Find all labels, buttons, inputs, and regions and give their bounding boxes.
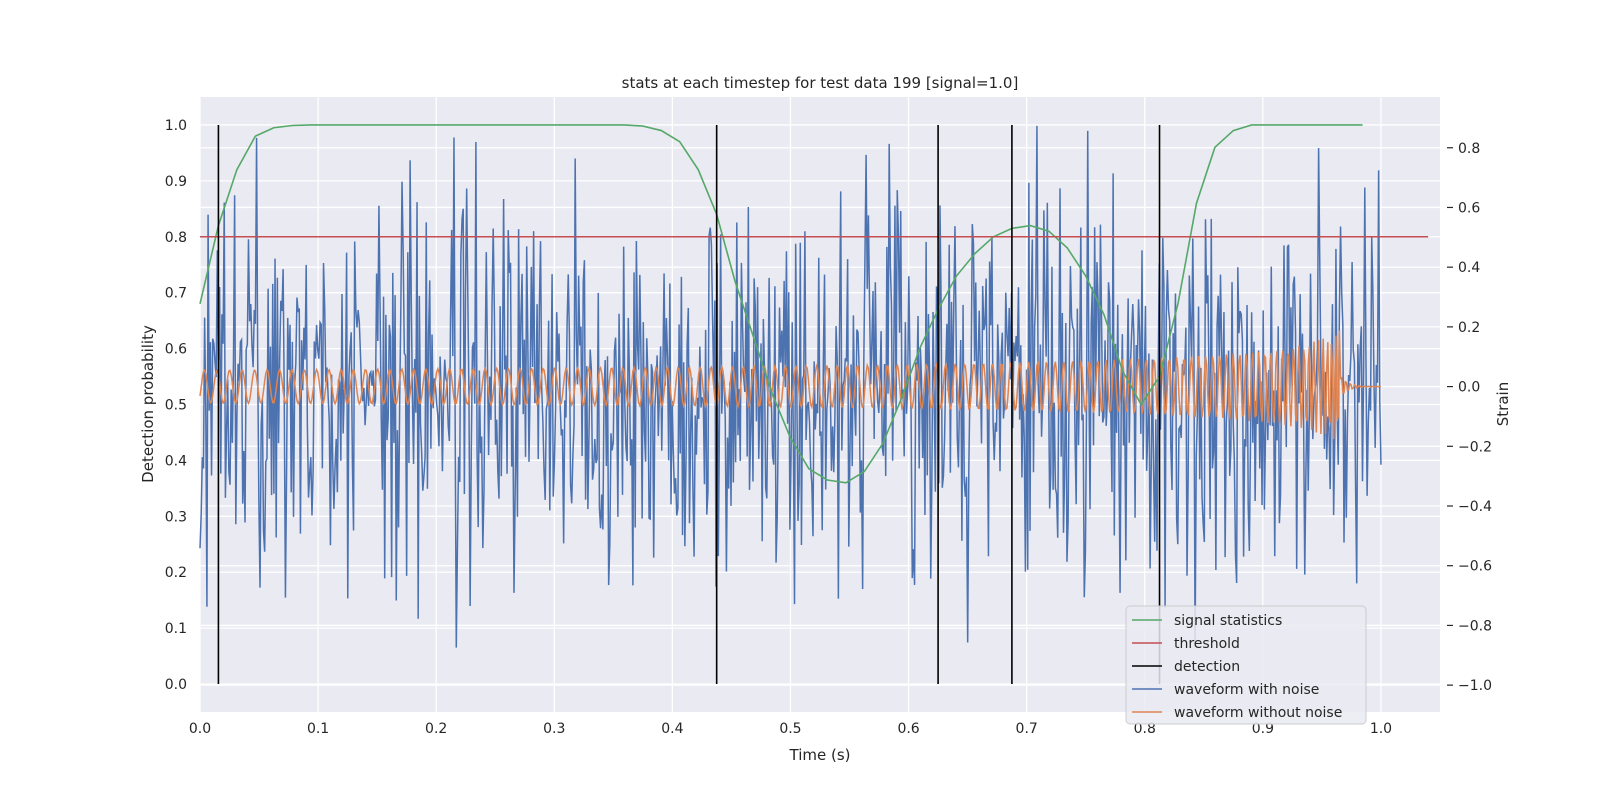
y2-tick-label: −0.8 [1458, 618, 1492, 634]
series-waveform-without-noise [199, 330, 1381, 440]
y-tick-label: 0.3 [165, 509, 187, 525]
series-signal-statistics [199, 124, 1363, 484]
y-tick-label: 0.5 [165, 398, 187, 414]
x-axis-ticks: 0.0 0.1 0.2 0.3 0.4 0.5 0.6 0.7 0.8 0.9 1.0 [189, 721, 1392, 737]
x-tick-label: 0.4 [661, 721, 683, 737]
signal-statistics-line [199, 124, 1363, 484]
x-tick-label: 0.7 [1016, 721, 1038, 737]
x-tick-label: 0.9 [1252, 721, 1274, 737]
series-waveform-with-noise [199, 125, 1382, 648]
x-tick-label: 0.2 [425, 721, 447, 737]
x-tick-label: 0.0 [189, 721, 211, 737]
waveform-without-noise-line [199, 330, 1381, 440]
y2-tick-label: 0.8 [1458, 141, 1480, 157]
legend-label: waveform with noise [1174, 682, 1319, 698]
legend-label: waveform without noise [1174, 705, 1342, 721]
x-axis-label: Time (s) [789, 746, 851, 764]
legend: signal statistics threshold detection wavef… [1125, 605, 1367, 725]
x-tick-label: 0.5 [779, 721, 801, 737]
y-tick-label: 0.6 [165, 342, 187, 358]
y2-tick-label: −0.4 [1458, 499, 1492, 515]
y-tick-label: 0.8 [165, 230, 187, 246]
legend-box [1125, 605, 1367, 725]
y2-axis-ticks: −1.0 −0.8 −0.6 −0.4 −0.2 0.0 0.2 0.4 0.6 0.8 [1447, 141, 1492, 694]
y2-axis-label: Strain [1494, 382, 1512, 426]
x-tick-label: 0.6 [897, 721, 919, 737]
y-tick-label: 0.0 [165, 677, 187, 693]
y2-tick-label: 0.2 [1458, 320, 1480, 336]
legend-label: detection [1174, 659, 1240, 675]
y2-tick-label: −0.6 [1458, 559, 1492, 575]
x-tick-label: 0.1 [307, 721, 329, 737]
y-tick-label: 1.0 [165, 118, 187, 134]
series-detection [217, 124, 1161, 685]
y-tick-label: 0.1 [165, 621, 187, 637]
legend-label: signal statistics [1174, 613, 1282, 629]
y-axis-label: Detection probability [139, 325, 157, 483]
x-tick-label: 0.3 [543, 721, 565, 737]
x-tick-label: 1.0 [1370, 721, 1392, 737]
y2-tick-label: 0.0 [1458, 380, 1480, 396]
legend-label: threshold [1174, 636, 1240, 652]
y-tick-label: 0.2 [165, 565, 187, 581]
y2-tick-label: 0.4 [1458, 260, 1480, 276]
y-tick-label: 0.7 [165, 286, 187, 302]
y2-tick-label: 0.6 [1458, 200, 1480, 216]
y-axis-ticks: 0.0 0.1 0.2 0.3 0.4 0.5 0.6 0.7 0.8 0.9 1.0 [165, 118, 187, 693]
y-tick-label: 0.9 [165, 174, 187, 190]
x-tick-label: 0.8 [1134, 721, 1156, 737]
chart-title: stats at each timestep for test data 199… [622, 74, 1019, 92]
y2-tick-label: −1.0 [1458, 678, 1492, 694]
y2-tick-label: −0.2 [1458, 439, 1492, 455]
waveform-with-noise-line [199, 125, 1382, 648]
y-tick-label: 0.4 [165, 453, 187, 469]
